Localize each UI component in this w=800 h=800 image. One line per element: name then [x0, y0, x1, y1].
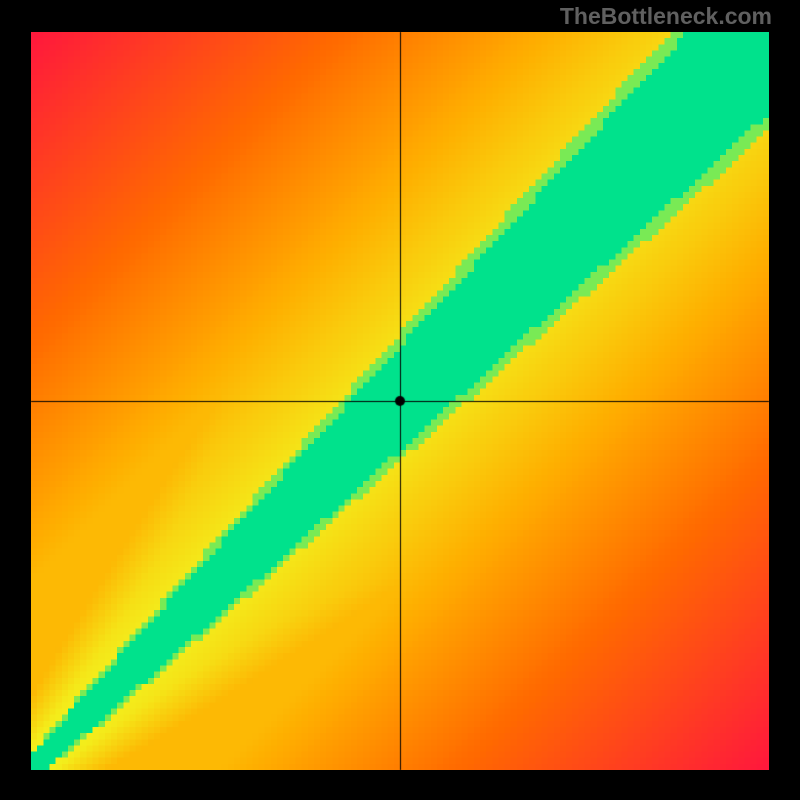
crosshair-overlay	[0, 0, 800, 800]
watermark-text: TheBottleneck.com	[560, 3, 772, 30]
chart-container: TheBottleneck.com	[0, 0, 800, 800]
